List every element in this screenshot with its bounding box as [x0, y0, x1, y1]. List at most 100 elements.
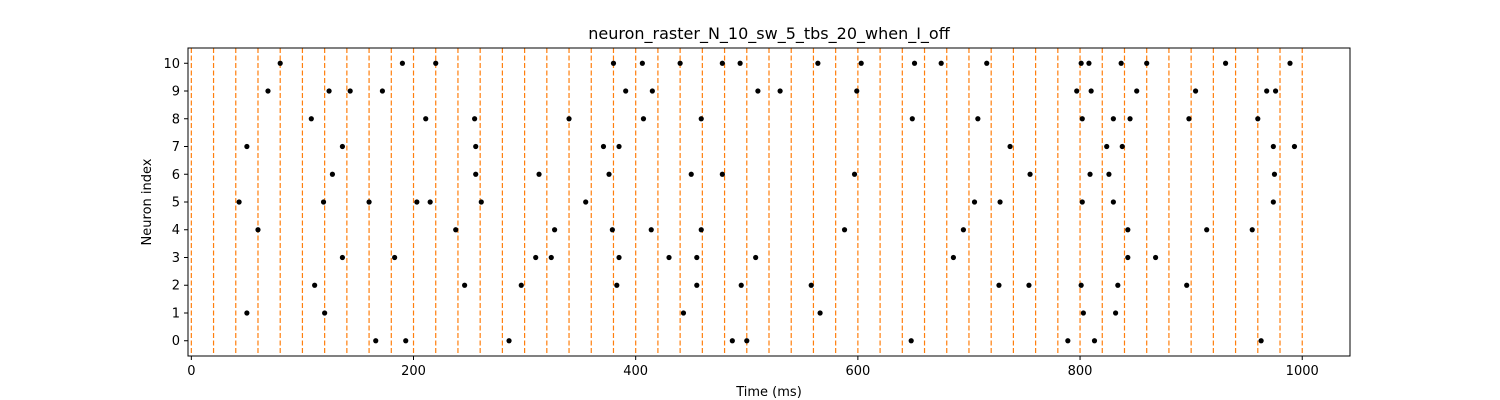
spike-point — [1110, 199, 1116, 205]
y-tick-label: 7 — [172, 140, 180, 155]
y-tick-label: 5 — [172, 196, 180, 211]
spike-point — [649, 88, 655, 94]
spike-point — [1074, 88, 1080, 94]
spike-point — [817, 310, 823, 316]
spike-point — [1186, 116, 1192, 122]
spike-point — [1270, 143, 1276, 150]
spike-point — [1144, 60, 1150, 66]
y-tick-label: 1 — [172, 306, 180, 321]
spike-point — [373, 338, 379, 344]
spike-point — [347, 88, 353, 94]
spike-point — [414, 199, 420, 205]
y-tick-label: 0 — [172, 334, 180, 349]
y-tick-label: 3 — [172, 251, 180, 266]
spike-point — [1272, 88, 1279, 94]
spike-point — [1255, 116, 1261, 122]
spike-point — [1291, 143, 1298, 150]
spike-point — [244, 310, 250, 316]
spike-point — [997, 199, 1003, 205]
x-tick-label: 400 — [623, 364, 648, 379]
y-axis-ticks: 0 1 2 3 4 5 6 7 8 9 10 — [163, 57, 188, 349]
spike-point — [1270, 199, 1276, 205]
spike-point — [909, 116, 915, 122]
spike-point — [1110, 116, 1116, 122]
spike-point — [244, 143, 250, 150]
spike-point — [854, 88, 860, 94]
spike-point — [326, 88, 332, 94]
spike-point — [648, 227, 654, 233]
spike-point — [677, 60, 683, 66]
spike-point — [640, 116, 647, 122]
y-tick-label: 6 — [172, 168, 180, 183]
spike-point — [614, 282, 620, 288]
spike-point — [960, 227, 967, 233]
spike-point — [277, 60, 283, 66]
spike-point — [423, 116, 429, 122]
y-axis-label: Neuron index — [140, 158, 155, 245]
spike-point — [472, 116, 478, 122]
spike-point — [255, 227, 261, 233]
spike-point — [1192, 88, 1199, 94]
spike-point — [1027, 171, 1033, 177]
spike-point — [808, 282, 814, 288]
spike-point — [506, 338, 512, 344]
spike-point — [908, 338, 914, 344]
spike-point — [616, 254, 622, 261]
spike-point — [473, 171, 479, 177]
spike-point — [1119, 143, 1125, 150]
spike-point — [533, 254, 539, 261]
spike-point — [777, 88, 783, 94]
spike-point — [366, 199, 372, 205]
spike-point — [1078, 60, 1084, 66]
spike-point — [403, 338, 409, 344]
spike-point — [1080, 310, 1086, 316]
spike-point — [996, 282, 1002, 288]
spike-point — [851, 171, 858, 177]
spike-point — [738, 282, 744, 288]
spike-point — [1086, 60, 1092, 66]
spike-point — [606, 171, 612, 177]
spike-point — [938, 60, 944, 66]
spike-point — [911, 60, 918, 66]
spike-point — [858, 60, 864, 66]
spike-point — [379, 88, 386, 94]
spike-point — [1087, 171, 1093, 177]
spike-point — [623, 88, 629, 94]
spike-point — [339, 143, 346, 150]
spike-point — [1115, 282, 1121, 288]
spike-point — [729, 338, 735, 344]
spike-point — [433, 60, 439, 66]
spike-point — [1113, 310, 1119, 316]
y-tick-label: 8 — [172, 112, 180, 127]
spike-point — [1125, 227, 1131, 233]
spike-point — [1271, 171, 1278, 177]
y-tick-label: 2 — [172, 279, 180, 294]
spike-point — [1078, 282, 1084, 288]
spike-point — [265, 88, 271, 94]
spike-point — [1091, 338, 1098, 344]
spike-point — [984, 60, 990, 66]
spike-point — [719, 171, 725, 177]
spike-point — [1287, 60, 1293, 66]
spike-point — [841, 227, 848, 233]
spike-point — [1118, 60, 1124, 66]
spike-points — [236, 60, 1298, 344]
spike-point — [518, 282, 524, 288]
spike-point — [753, 254, 759, 261]
spike-point — [744, 338, 750, 344]
spike-point — [392, 254, 398, 261]
spike-point — [236, 199, 242, 205]
y-tick-label: 9 — [172, 85, 180, 100]
spike-point — [975, 116, 981, 122]
spike-point — [320, 199, 327, 205]
spike-point — [1026, 282, 1032, 288]
x-axis-label: Time (ms) — [735, 385, 802, 400]
spike-point — [1184, 282, 1190, 288]
spike-point — [312, 282, 318, 288]
y-tick-label: 10 — [163, 57, 180, 72]
spike-point — [610, 60, 617, 66]
spike-point — [1134, 88, 1140, 94]
spike-point — [1264, 88, 1270, 94]
spike-point — [1258, 338, 1264, 344]
